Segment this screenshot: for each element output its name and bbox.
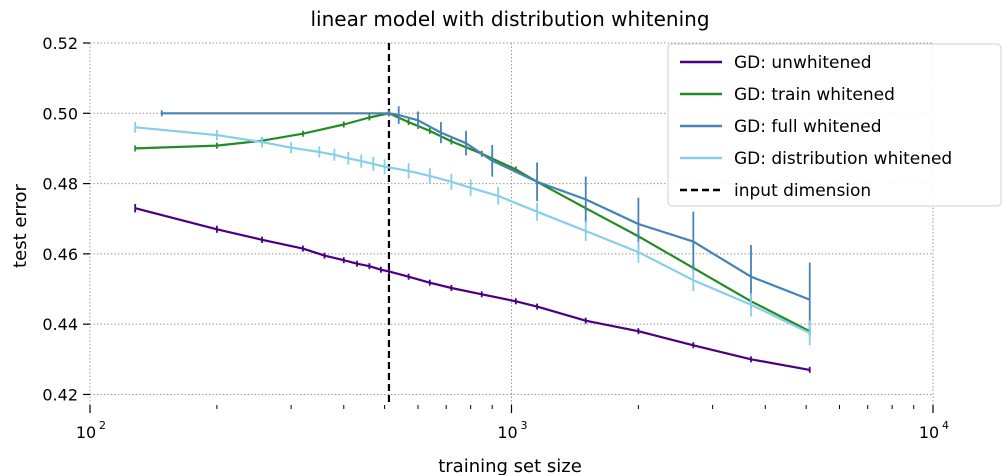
legend-label: GD: train whitened <box>734 85 895 105</box>
x-tick-label-exponent: 2 <box>99 419 106 432</box>
series-group <box>134 106 811 373</box>
y-tick-label: 0.42 <box>42 385 78 404</box>
y-tick-label: 0.50 <box>42 104 78 123</box>
legend-label: input dimension <box>734 181 871 201</box>
chart-title: linear model with distribution whitening <box>310 7 709 31</box>
x-tick-label-exponent: 3 <box>521 419 528 432</box>
series-line-0 <box>134 207 810 371</box>
legend: GD: unwhitened GD: train whitened GD: full… <box>667 43 1002 207</box>
x-tick-label-base: 10 <box>919 423 939 442</box>
legend-label: GD: unwhitened <box>734 53 872 73</box>
legend-label: GD: full whitened <box>734 117 882 137</box>
x-axis-label: training set size <box>438 456 582 475</box>
x-tick-label-exponent: 4 <box>942 419 949 432</box>
legend-label: GD: distribution whitened <box>734 149 952 169</box>
y-tick-label: 0.46 <box>42 245 78 264</box>
y-axis-label: test error <box>10 183 31 267</box>
legend-frame <box>667 43 1002 207</box>
y-tick-label: 0.48 <box>42 175 78 194</box>
y-tick-label: 0.52 <box>42 34 78 53</box>
y-tick-label: 0.44 <box>42 315 78 334</box>
x-tick-label-base: 10 <box>76 423 96 442</box>
grid <box>89 42 934 405</box>
x-tick-label-base: 10 <box>497 423 517 442</box>
